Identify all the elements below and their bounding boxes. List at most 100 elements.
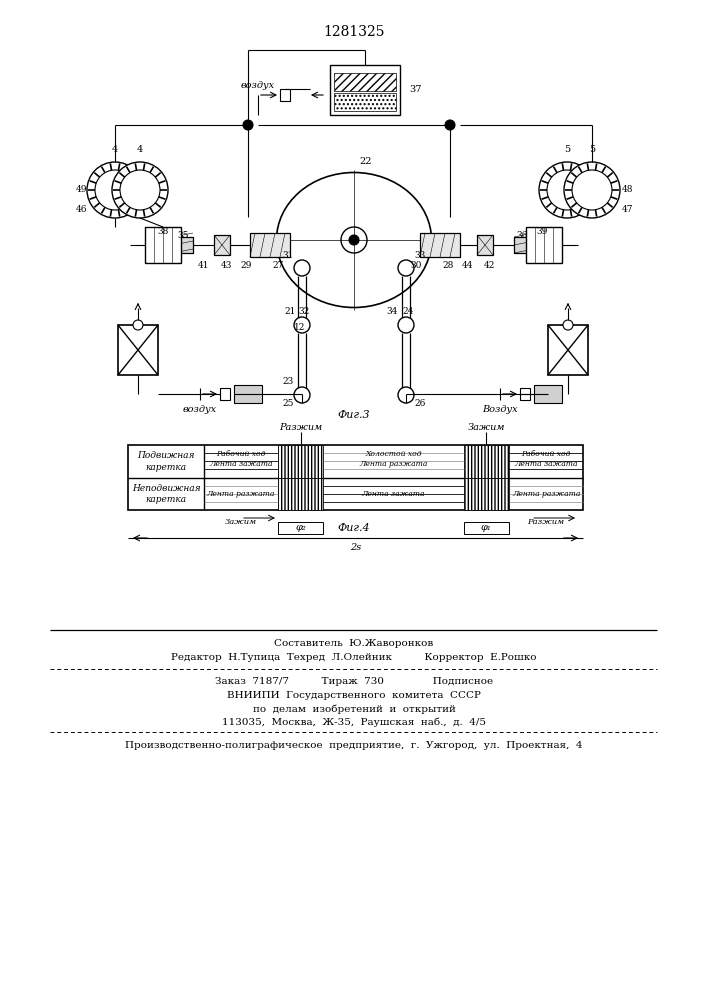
Text: 46: 46: [76, 206, 88, 215]
Bar: [464, 445, 509, 478]
Text: 30: 30: [410, 260, 421, 269]
Circle shape: [95, 170, 135, 210]
Text: Производственно-полиграфическое  предприятие,  г.  Ужгород,  ул.  Проектная,  4: Производственно-полиграфическое предприя…: [125, 740, 583, 750]
Text: 34: 34: [386, 306, 397, 316]
Text: Подвижная: Подвижная: [137, 452, 194, 460]
Bar: [330, 65, 400, 115]
Circle shape: [112, 162, 168, 218]
Ellipse shape: [276, 172, 431, 308]
Bar: [548, 325, 588, 375]
Text: 41: 41: [198, 260, 210, 269]
Text: 48: 48: [622, 186, 633, 194]
Bar: [526, 227, 562, 263]
Bar: [464, 478, 509, 510]
Bar: [220, 388, 230, 400]
Text: Неподвижная: Неподвижная: [132, 484, 200, 493]
Text: 25: 25: [282, 398, 293, 408]
Bar: [234, 385, 262, 403]
Bar: [514, 237, 534, 253]
Text: Фиг.4: Фиг.4: [338, 523, 370, 533]
Text: φ₁: φ₁: [481, 524, 492, 532]
Text: 36: 36: [516, 231, 527, 239]
Text: 113035,  Москва,  Ж-35,  Раушская  наб.,  д.  4/5: 113035, Москва, Ж-35, Раушская наб., д. …: [222, 717, 486, 727]
Text: Лента разжата: Лента разжата: [359, 460, 428, 468]
Circle shape: [133, 320, 143, 330]
Bar: [334, 93, 396, 111]
Text: 12: 12: [294, 322, 305, 332]
Circle shape: [243, 120, 253, 130]
Text: 47: 47: [622, 206, 633, 215]
Text: Рабочий ход: Рабочий ход: [521, 450, 571, 458]
Text: Холостой ход: Холостой ход: [366, 450, 422, 458]
Text: 35: 35: [177, 231, 189, 239]
Text: воздух: воздух: [183, 406, 217, 414]
Text: Редактор  Н.Тупица  Техред  Л.Олейник          Корректор  Е.Рошко: Редактор Н.Тупица Техред Л.Олейник Корре…: [171, 654, 537, 662]
Circle shape: [564, 162, 620, 218]
Text: Заказ  7187/7          Тираж  730               Подписное: Заказ 7187/7 Тираж 730 Подписное: [215, 678, 493, 686]
Text: Воздух: Воздух: [482, 406, 518, 414]
Text: 4: 4: [112, 145, 118, 154]
Text: 43: 43: [221, 260, 232, 269]
Text: Зажим: Зажим: [225, 518, 257, 526]
Text: каретка: каретка: [146, 462, 187, 472]
Bar: [464, 522, 509, 534]
Bar: [420, 233, 460, 257]
Bar: [173, 237, 193, 253]
Text: 24: 24: [402, 306, 414, 316]
Bar: [280, 89, 290, 101]
Circle shape: [294, 260, 310, 276]
Text: ВНИИПИ  Государственного  комитета  СССР: ВНИИПИ Государственного комитета СССР: [227, 692, 481, 700]
Text: Фиг.3: Фиг.3: [338, 410, 370, 420]
Text: 5: 5: [589, 145, 595, 154]
Bar: [278, 445, 323, 478]
Bar: [250, 233, 290, 257]
Bar: [118, 325, 158, 375]
Text: 26: 26: [414, 398, 426, 408]
Text: 4: 4: [137, 145, 143, 154]
Text: 23: 23: [282, 376, 293, 385]
Bar: [145, 227, 181, 263]
Bar: [534, 385, 562, 403]
Bar: [214, 235, 230, 255]
Text: 29: 29: [240, 260, 252, 269]
Text: 5: 5: [564, 145, 570, 154]
Text: 38: 38: [158, 227, 169, 235]
Text: Рабочий ход: Рабочий ход: [216, 450, 266, 458]
Text: Лента зажата: Лента зажата: [362, 489, 425, 497]
Bar: [520, 388, 530, 400]
Text: 21: 21: [284, 306, 296, 316]
Bar: [334, 73, 396, 91]
Text: 1281325: 1281325: [323, 25, 385, 39]
Text: φ₂: φ₂: [296, 524, 306, 532]
Text: Составитель  Ю.Жаворонков: Составитель Ю.Жаворонков: [274, 640, 433, 648]
Text: 28: 28: [443, 260, 454, 269]
Circle shape: [563, 320, 573, 330]
Circle shape: [398, 387, 414, 403]
Bar: [128, 445, 583, 510]
Text: 49: 49: [76, 186, 88, 194]
Circle shape: [539, 162, 595, 218]
Circle shape: [572, 170, 612, 210]
Bar: [278, 478, 323, 510]
Text: Лента разжата: Лента разжата: [206, 489, 275, 497]
Text: Зажим: Зажим: [467, 422, 505, 432]
Text: воздух: воздух: [241, 81, 275, 90]
Text: 44: 44: [461, 260, 473, 269]
Circle shape: [294, 387, 310, 403]
Text: Разжим: Разжим: [279, 422, 322, 432]
Circle shape: [294, 317, 310, 333]
Text: 37: 37: [409, 86, 421, 95]
Bar: [477, 235, 493, 255]
Circle shape: [87, 162, 143, 218]
Text: 22: 22: [360, 157, 373, 166]
Text: Разжим: Разжим: [527, 518, 565, 526]
Bar: [278, 522, 323, 534]
Text: Лента разжата: Лента разжата: [512, 489, 580, 497]
Text: каретка: каретка: [146, 495, 187, 504]
Circle shape: [120, 170, 160, 210]
Text: 33: 33: [414, 251, 426, 260]
Circle shape: [341, 227, 367, 253]
Text: 2s: 2s: [350, 542, 361, 552]
Text: 31: 31: [282, 251, 293, 260]
Circle shape: [398, 317, 414, 333]
